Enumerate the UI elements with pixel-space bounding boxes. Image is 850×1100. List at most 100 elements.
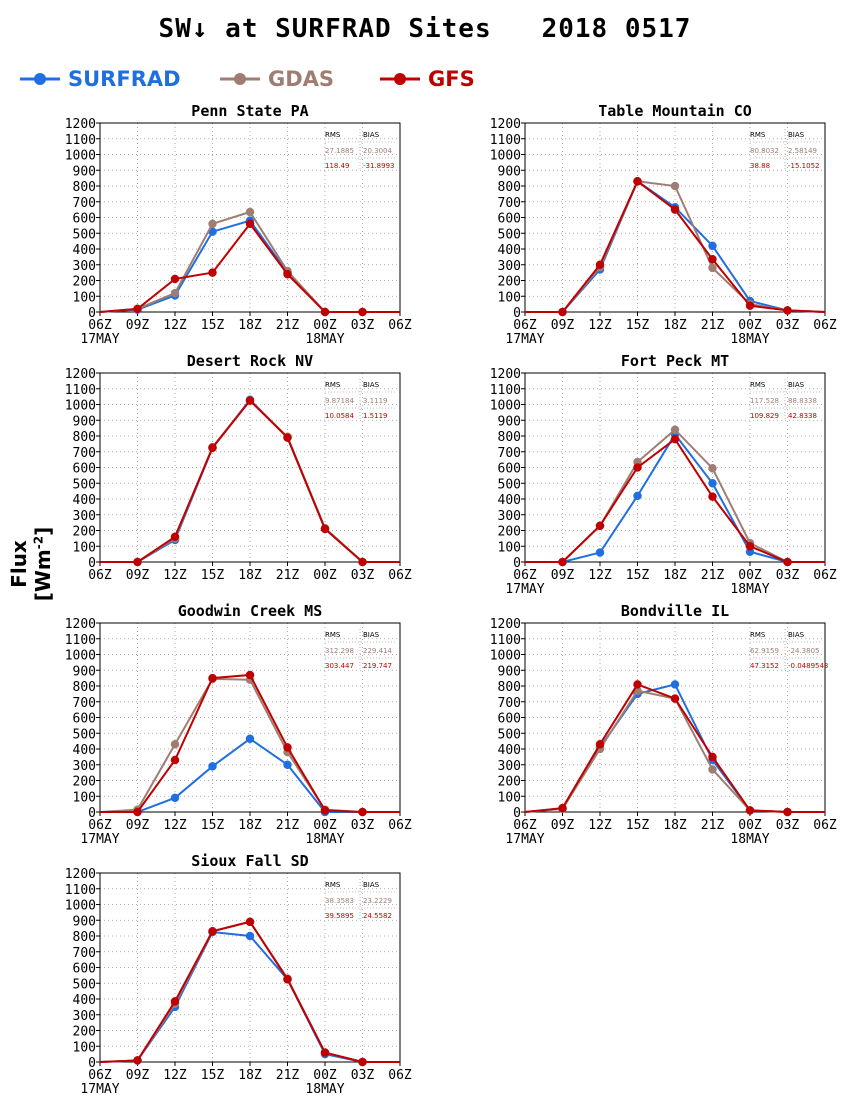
series-line-surfrad <box>525 179 826 313</box>
y-tick-label: 500 <box>498 727 521 742</box>
y-tick-label: 1200 <box>65 367 96 382</box>
y-tick-label: 800 <box>498 680 521 695</box>
chart-panel: Table Mountain CO01002003004005006007008… <box>490 102 837 347</box>
stats-header-rms: RMS <box>325 631 341 639</box>
x-date-label: 18MAY <box>730 832 769 847</box>
y-tick-label: 1200 <box>490 117 521 132</box>
stats-gdas-bias: 88.8338 <box>788 397 817 405</box>
y-tick-label: 700 <box>73 446 96 461</box>
stats-header-rms: RMS <box>325 381 341 389</box>
x-tick-label: 09Z <box>551 818 575 833</box>
panel-title: Fort Peck MT <box>621 352 729 370</box>
stats-gdas-bias: -24.3805 <box>788 647 819 655</box>
figure-title: SW↓ at SURFRAD Sites 2018 0517 <box>158 14 692 44</box>
data-point-gdas <box>245 207 255 217</box>
data-point-gfs <box>208 443 217 453</box>
x-date-label: 17MAY <box>505 832 544 847</box>
x-tick-label: 09Z <box>551 318 575 333</box>
data-point-gfs <box>783 557 792 567</box>
y-tick-label: 1200 <box>65 867 96 882</box>
y-tick-label: 100 <box>73 540 96 555</box>
x-tick-label: 18Z <box>663 568 687 583</box>
stats-gfs-bias: 24.5582 <box>363 912 392 920</box>
data-point-gfs <box>133 304 142 314</box>
x-tick-label: 00Z <box>738 568 762 583</box>
y-tick-label: 1100 <box>490 633 521 648</box>
legend-swatch-surfrad <box>20 73 60 85</box>
y-tick-label: 100 <box>73 290 96 305</box>
y-tick-label: 0 <box>88 556 96 571</box>
x-tick-label: 15Z <box>626 568 650 583</box>
stats-header-rms: RMS <box>325 131 341 139</box>
panel-title: Bondville IL <box>621 602 729 620</box>
data-point-gfs <box>633 463 642 472</box>
panel-title: Penn State PA <box>191 102 308 120</box>
data-point-gfs <box>595 740 605 749</box>
y-tick-label: 200 <box>498 275 521 290</box>
y-tick-label: 1100 <box>65 133 96 148</box>
data-point-gfs <box>783 807 792 817</box>
y-tick-label: 100 <box>73 790 96 805</box>
y-tick-label: 0 <box>513 556 521 571</box>
y-tick-label: 700 <box>73 196 96 211</box>
x-tick-label: 15Z <box>626 818 650 833</box>
y-tick-label: 0 <box>513 806 521 821</box>
x-tick-label: 03Z <box>351 818 375 833</box>
data-point-gfs <box>170 755 180 765</box>
chart-panel: Desert Rock NV01002003004005006007008009… <box>65 352 412 583</box>
y-tick-label: 1100 <box>65 883 96 898</box>
y-tick-label: 400 <box>498 743 521 758</box>
data-point-gfs <box>633 177 642 186</box>
x-tick-label: 18Z <box>663 318 687 333</box>
x-tick-label: 09Z <box>126 1068 150 1083</box>
data-point-gfs <box>208 673 217 683</box>
x-date-label: 18MAY <box>730 582 769 597</box>
data-point-surfrad <box>633 491 642 501</box>
y-tick-label: 900 <box>73 414 96 429</box>
data-point-gfs <box>133 1056 142 1065</box>
y-tick-label: 400 <box>498 493 521 508</box>
panel-title: Goodwin Creek MS <box>178 602 323 620</box>
y-tick-label: 300 <box>498 259 521 274</box>
stats-gfs-rms: 109.829 <box>750 412 779 420</box>
data-point-gdas <box>708 464 717 473</box>
y-tick-label: 200 <box>73 775 96 790</box>
data-point-gfs <box>245 917 255 927</box>
y-tick-label: 1000 <box>490 649 521 664</box>
x-tick-label: 06Z <box>813 818 837 833</box>
stats-gdas-bias: 3.1119 <box>363 397 388 405</box>
data-point-surfrad <box>245 931 255 941</box>
stats-gdas-rms: 80.8032 <box>750 147 779 155</box>
x-tick-label: 06Z <box>88 318 112 333</box>
y-tick-label: 400 <box>73 493 96 508</box>
x-tick-label: 00Z <box>313 568 337 583</box>
data-point-gfs <box>133 807 142 817</box>
y-tick-label: 700 <box>498 696 521 711</box>
data-point-gfs <box>670 205 680 214</box>
x-date-label: 18MAY <box>305 1082 344 1097</box>
data-point-gfs <box>745 542 755 551</box>
data-point-gfs <box>283 433 292 442</box>
y-tick-label: 500 <box>498 227 521 242</box>
data-point-gfs <box>595 521 605 531</box>
x-tick-label: 06Z <box>88 818 112 833</box>
data-point-gfs <box>283 743 292 752</box>
y-tick-label: 800 <box>498 430 521 445</box>
x-tick-label: 12Z <box>163 568 187 583</box>
x-date-label: 17MAY <box>80 1082 119 1097</box>
data-point-gfs <box>245 219 255 229</box>
x-date-label: 17MAY <box>80 832 119 847</box>
y-tick-label: 200 <box>498 525 521 540</box>
data-point-gdas <box>708 765 717 774</box>
y-tick-label: 1100 <box>490 133 521 148</box>
y-tick-label: 300 <box>73 1009 96 1024</box>
data-point-gdas <box>170 740 180 749</box>
legend-label-gdas: GDAS <box>268 67 335 91</box>
y-tick-label: 900 <box>498 664 521 679</box>
data-point-gfs <box>283 975 292 984</box>
y-tick-label: 500 <box>73 227 96 242</box>
data-point-gfs <box>208 268 217 277</box>
x-tick-label: 21Z <box>276 318 300 333</box>
data-point-gdas <box>670 181 680 191</box>
